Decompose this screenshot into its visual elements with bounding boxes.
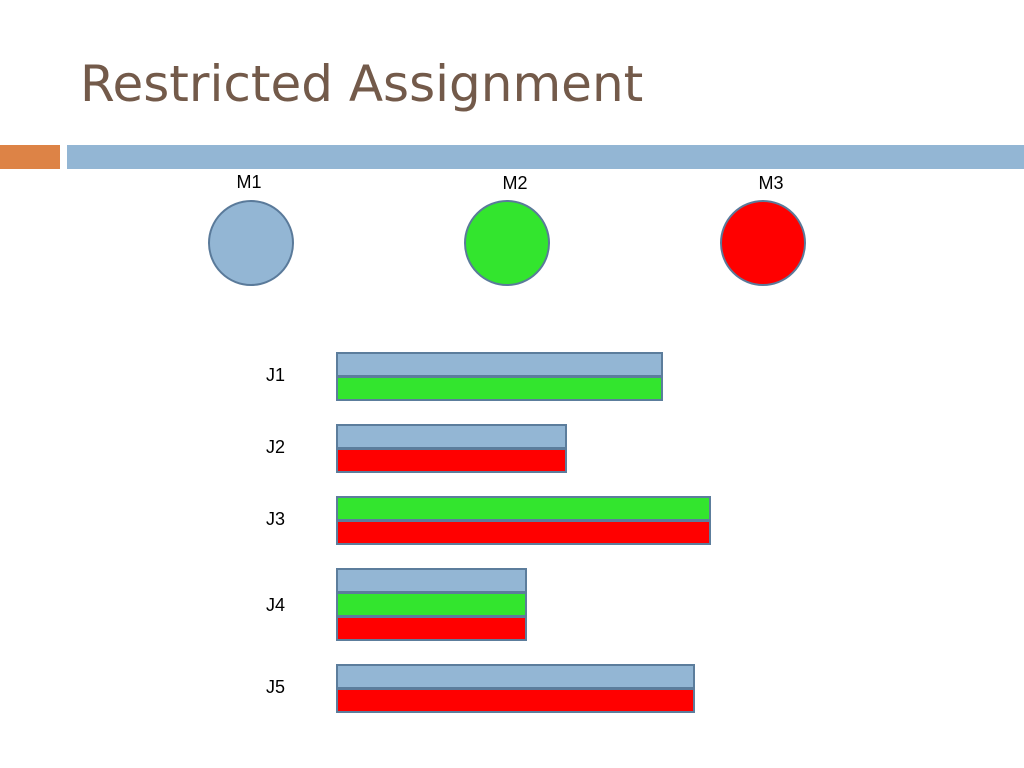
job-bar-j5-m1 [336,664,695,689]
job-bar-j1-m1 [336,352,663,377]
machine-label-m3: M3 [758,173,784,193]
job-bar-j4-m2 [336,592,527,617]
job-bar-j5-m3 [336,688,695,713]
job-bar-j4-m1 [336,568,527,593]
job-bar-j1-m2 [336,376,663,401]
machine-label-m2: M2 [502,173,528,193]
machine-circle-m2 [464,200,550,286]
job-label-j5: J5 [266,677,286,697]
job-label-j1: J1 [266,365,286,385]
accent-bar-orange [0,145,60,169]
job-label-j2: J2 [266,437,286,457]
job-bar-j2-m1 [336,424,567,449]
machine-circle-m3 [720,200,806,286]
machine-circle-m1 [208,200,294,286]
job-bar-j2-m3 [336,448,567,473]
job-bar-j3-m2 [336,496,711,521]
job-label-j3: J3 [266,509,286,529]
job-label-j4: J4 [266,595,286,615]
slide-title: Restricted Assignment [80,55,644,113]
job-bar-j4-m3 [336,616,527,641]
accent-bar-blue [67,145,1024,169]
job-bar-j3-m3 [336,520,711,545]
machine-label-m1: M1 [236,172,262,192]
